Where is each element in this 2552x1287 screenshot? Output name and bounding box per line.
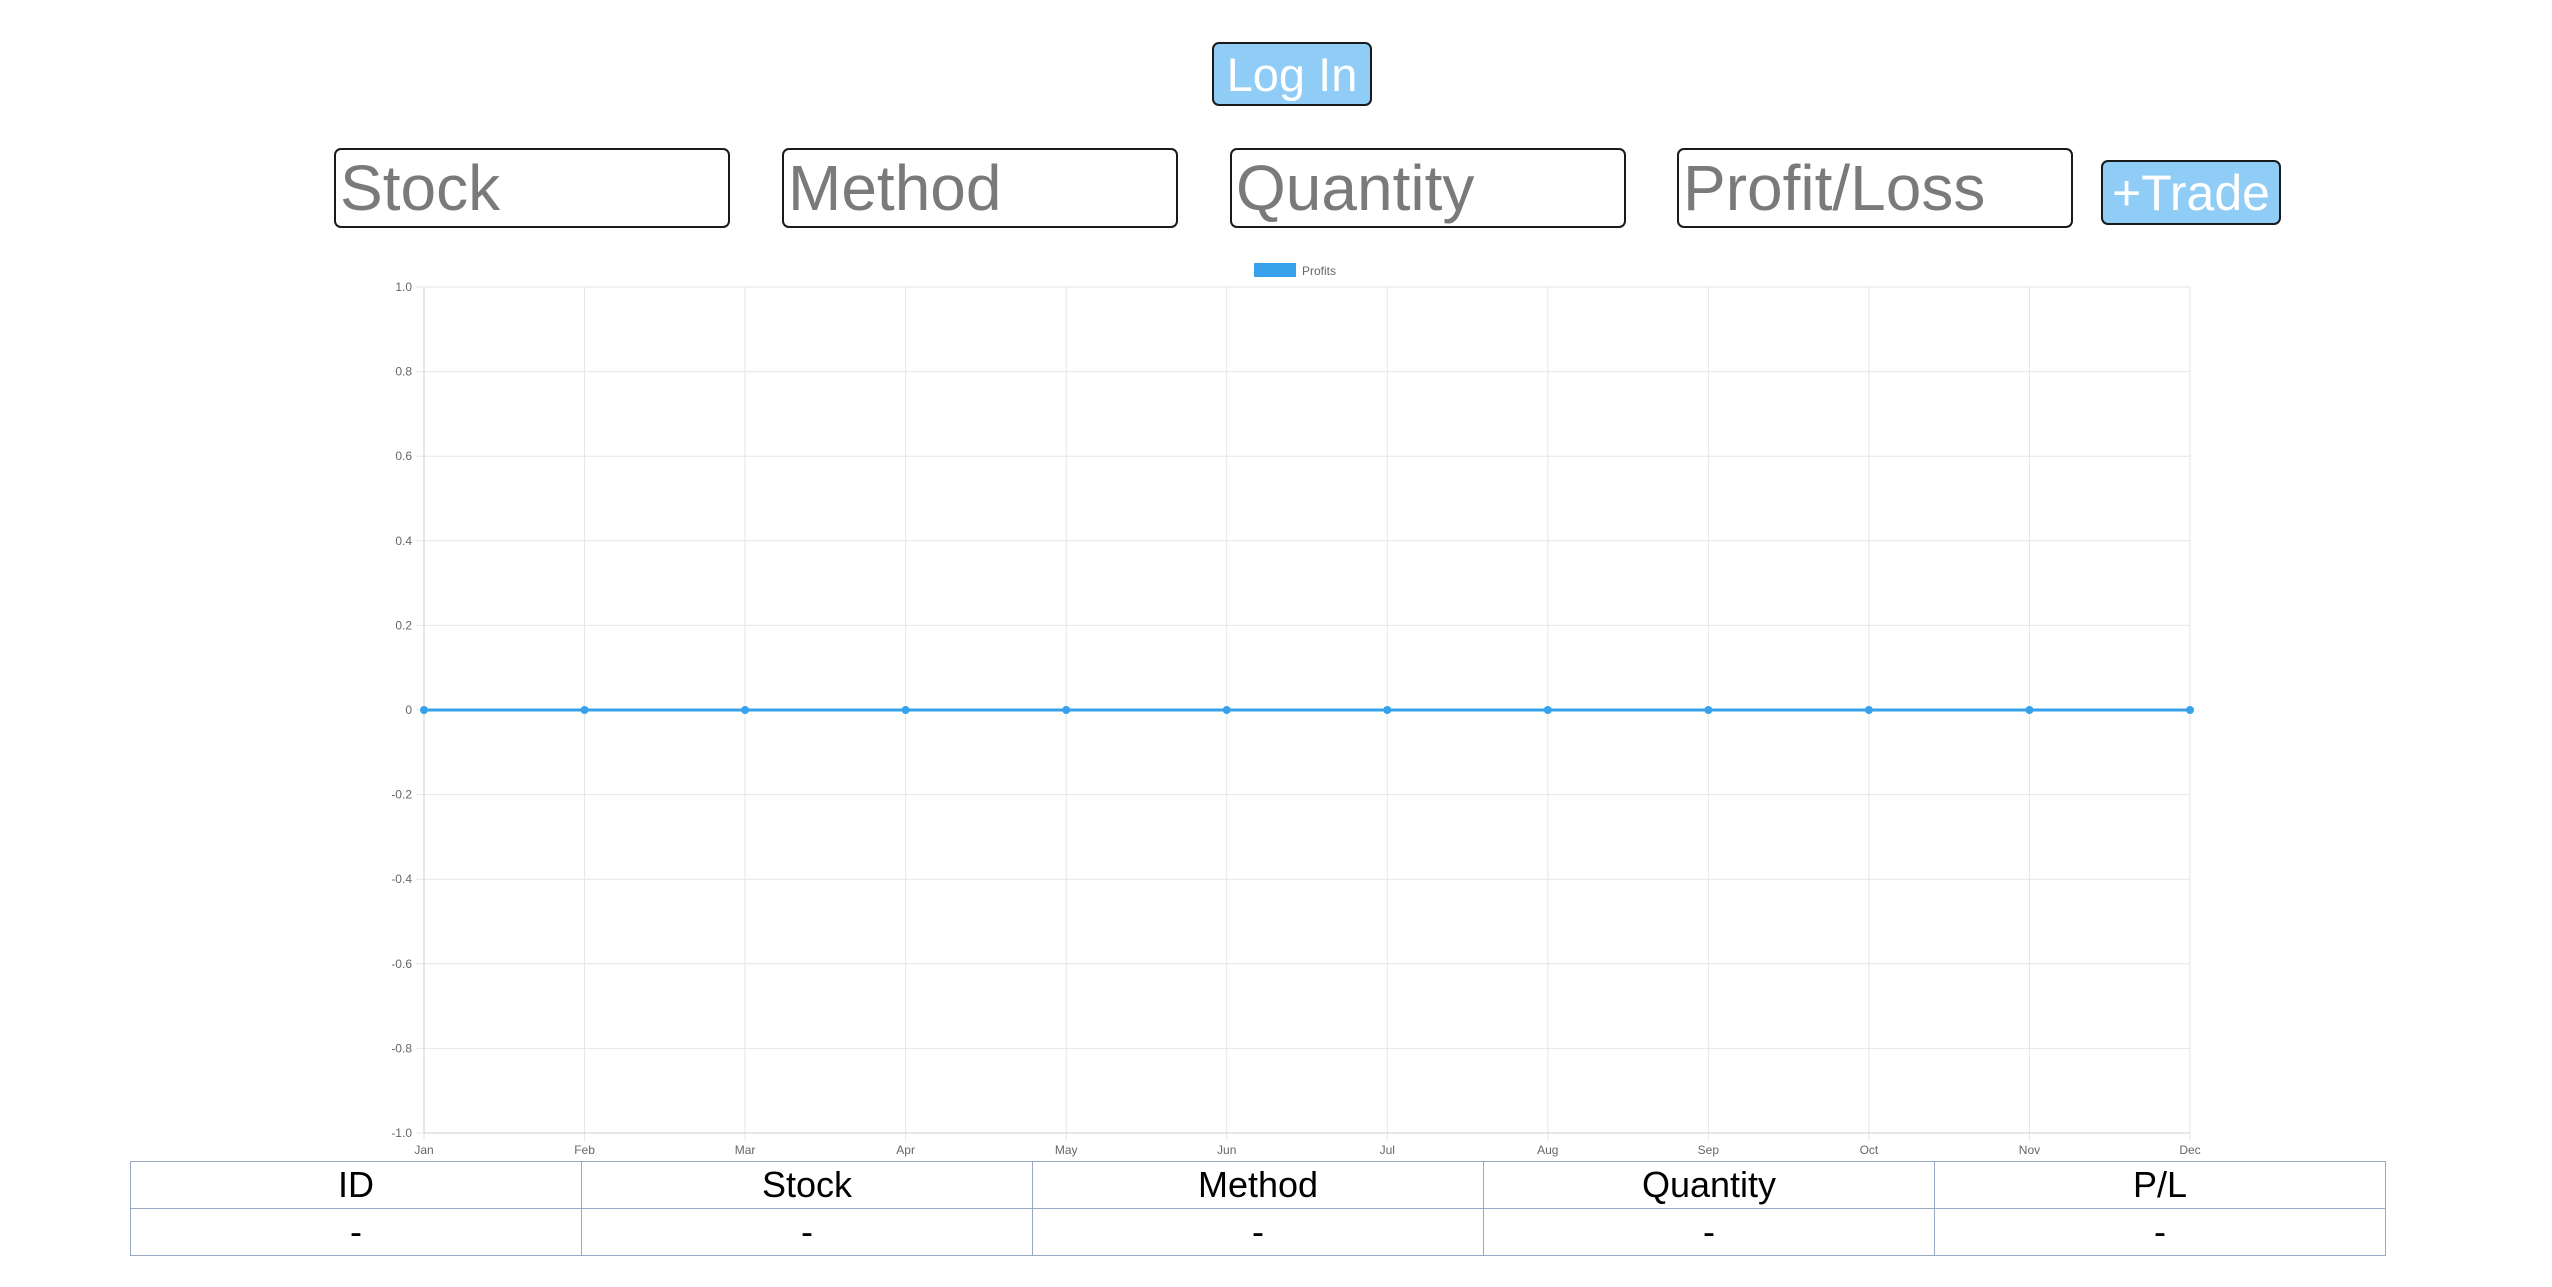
- column-header-quantity: Quantity: [1483, 1161, 1935, 1209]
- data-point[interactable]: [1222, 706, 1231, 714]
- y-tick-label: 0.6: [395, 449, 412, 463]
- column-header-method: Method: [1032, 1161, 1484, 1209]
- add-trade-button[interactable]: +Trade: [2101, 160, 2281, 225]
- y-tick-label: 0.2: [395, 618, 412, 632]
- x-tick-label: Jan: [414, 1143, 433, 1157]
- x-tick-label: Feb: [574, 1143, 595, 1157]
- data-point[interactable]: [1864, 706, 1873, 714]
- data-point[interactable]: [1383, 706, 1392, 714]
- y-tick-label: -0.4: [391, 872, 412, 886]
- data-point[interactable]: [1704, 706, 1713, 714]
- x-tick-label: Dec: [2179, 1143, 2200, 1157]
- x-tick-label: Nov: [2019, 1143, 2040, 1157]
- table-row: - - - - -: [130, 1208, 2386, 1256]
- trades-table: ID Stock Method Quantity P/L - - - - -: [130, 1161, 2386, 1256]
- legend-label-profits: Profits: [1302, 264, 1336, 278]
- x-tick-label: Oct: [1860, 1143, 1879, 1157]
- data-point[interactable]: [901, 706, 910, 714]
- x-tick-label: Aug: [1537, 1143, 1558, 1157]
- x-tick-label: Jul: [1380, 1143, 1395, 1157]
- y-tick-label: 0: [405, 703, 412, 717]
- y-tick-label: 0.4: [395, 534, 412, 548]
- data-point[interactable]: [2186, 706, 2194, 714]
- data-point[interactable]: [2025, 706, 2034, 714]
- y-axis: 1.0 0.8 0.6 0.4 0.2 0 -0.2 -0.4 -0.6 -0.8 -1.0: [391, 280, 425, 1140]
- x-tick-label: Apr: [896, 1143, 915, 1157]
- chart-series: [420, 706, 2194, 714]
- y-tick-label: -0.6: [391, 957, 412, 971]
- data-point[interactable]: [420, 706, 428, 714]
- data-point[interactable]: [580, 706, 589, 714]
- y-tick-label: 0.8: [395, 365, 412, 379]
- table-cell-id: -: [130, 1208, 582, 1256]
- column-header-stock: Stock: [581, 1161, 1033, 1209]
- table-cell-pl: -: [1934, 1208, 2386, 1256]
- data-point[interactable]: [1062, 706, 1071, 714]
- data-point[interactable]: [1543, 706, 1552, 714]
- login-button[interactable]: Log In: [1212, 42, 1372, 106]
- y-tick-label: 1.0: [395, 280, 412, 294]
- x-tick-label: May: [1055, 1143, 1078, 1157]
- x-tick-label: Mar: [735, 1143, 756, 1157]
- x-tick-label: Jun: [1217, 1143, 1236, 1157]
- legend-swatch-profits: [1254, 263, 1296, 277]
- column-header-id: ID: [130, 1161, 582, 1209]
- chart-legend[interactable]: Profits: [1254, 263, 1336, 278]
- table-cell-method: -: [1032, 1208, 1484, 1256]
- x-tick-label: Sep: [1698, 1143, 1720, 1157]
- table-header-row: ID Stock Method Quantity P/L: [130, 1161, 2386, 1209]
- profit-loss-input[interactable]: [1677, 148, 2073, 228]
- x-axis: Jan Feb Mar Apr May Jun Jul Aug Sep Oct Nov Dec: [414, 1132, 2201, 1157]
- stock-input[interactable]: [334, 148, 730, 228]
- chart-grid: [416, 286, 2191, 1141]
- data-point[interactable]: [741, 706, 750, 714]
- quantity-input[interactable]: [1230, 148, 1626, 228]
- column-header-pl: P/L: [1934, 1161, 2386, 1209]
- y-tick-label: -0.2: [391, 788, 412, 802]
- table-cell-stock: -: [581, 1208, 1033, 1256]
- method-input[interactable]: [782, 148, 1178, 228]
- table-cell-quantity: -: [1483, 1208, 1935, 1256]
- y-tick-label: -1.0: [391, 1126, 412, 1140]
- y-tick-label: -0.8: [391, 1041, 412, 1055]
